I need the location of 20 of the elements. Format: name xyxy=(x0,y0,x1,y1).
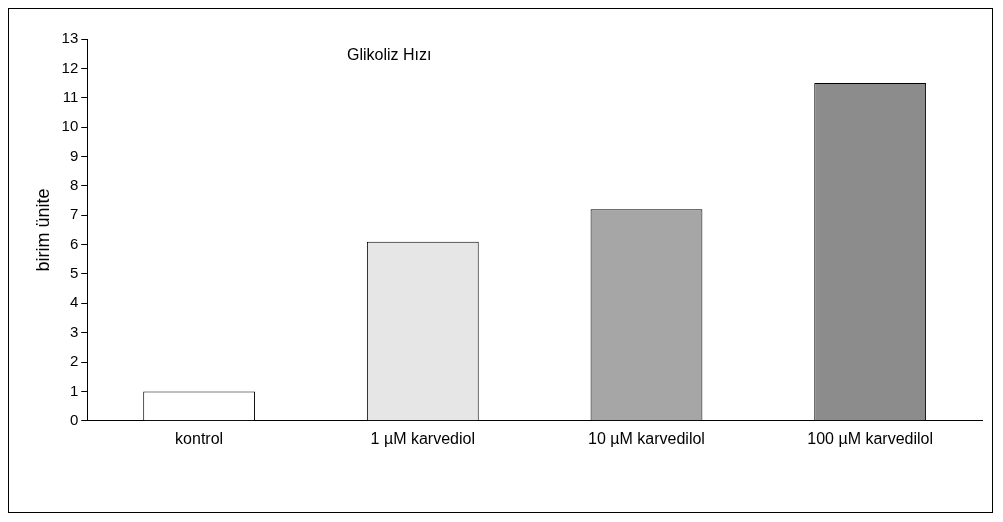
x-tick-label: kontrol xyxy=(175,429,224,447)
y-tick-label: 0 xyxy=(69,410,79,428)
x-tick-label: 10 µM karvedilol xyxy=(588,429,705,447)
chart-title: Glikoliz Hızı xyxy=(347,46,432,64)
y-tick-label: 7 xyxy=(69,205,79,223)
y-tick-label: 1 xyxy=(69,381,79,399)
y-tick-label: 8 xyxy=(69,175,79,193)
y-tick-label: 3 xyxy=(69,322,79,340)
y-tick-label: 9 xyxy=(69,146,79,164)
y-tick-label: 11 xyxy=(62,87,79,105)
x-tick-label: 1 µM karvediol xyxy=(370,429,475,447)
y-tick-label: 10 xyxy=(61,117,79,135)
y-tick-label: 4 xyxy=(69,293,79,311)
y-tick-label: 5 xyxy=(69,264,79,282)
x-tick-label: 100 µM karvedilol xyxy=(807,429,934,447)
y-tick-label: 2 xyxy=(69,352,79,370)
y-tick-label: 12 xyxy=(61,58,79,76)
y-tick-label: 6 xyxy=(69,234,79,252)
y-axis-title: birim ünite xyxy=(32,188,53,272)
y-tick-label: 13 xyxy=(61,29,79,47)
